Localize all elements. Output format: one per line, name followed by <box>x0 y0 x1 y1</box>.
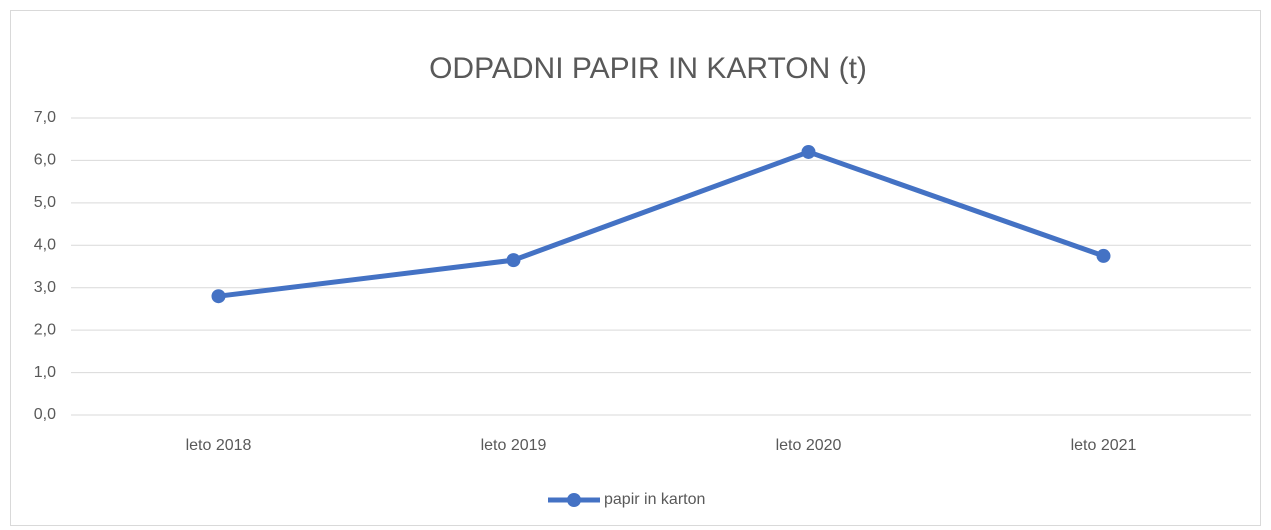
y-tick-label: 2,0 <box>34 321 56 338</box>
legend-label: papir in karton <box>604 491 705 508</box>
chart-border <box>10 10 1261 526</box>
legend-marker <box>567 493 581 507</box>
y-tick-label: 7,0 <box>34 109 56 126</box>
data-point <box>1096 248 1111 263</box>
data-point <box>506 253 521 268</box>
data-point <box>801 144 816 159</box>
x-tick-label: leto 2021 <box>1071 437 1137 454</box>
x-tick-label: leto 2018 <box>186 437 252 454</box>
data-point <box>211 289 226 304</box>
x-tick-label: leto 2020 <box>776 437 842 454</box>
y-tick-label: 4,0 <box>34 237 56 254</box>
y-tick-label: 0,0 <box>34 406 56 423</box>
x-tick-label: leto 2019 <box>481 437 547 454</box>
y-tick-label: 1,0 <box>34 364 56 381</box>
y-tick-label: 3,0 <box>34 279 56 296</box>
chart-title: ODPADNI PAPIR IN KARTON (t) <box>429 52 867 85</box>
y-tick-label: 5,0 <box>34 194 56 211</box>
series-line <box>216 149 1106 299</box>
y-tick-label: 6,0 <box>34 152 56 169</box>
